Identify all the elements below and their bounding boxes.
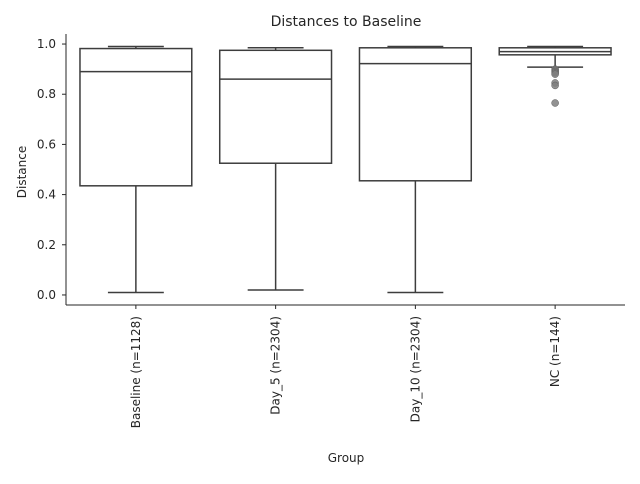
box-group: [79, 45, 612, 294]
outlier-point: [551, 81, 559, 90]
box-3: [498, 45, 612, 107]
box-1: [218, 47, 333, 291]
x-tick-label: Day_10 (n=2304): [408, 316, 422, 422]
box-iqr: [218, 49, 333, 164]
x-axis-label: Group: [328, 451, 365, 465]
y-tick-group: 0.0 0.2 0.4 0.6 0.8 1.0: [37, 37, 66, 302]
y-tick-label: 0.0: [37, 288, 56, 302]
y-tick-label: 0.4: [37, 188, 56, 202]
chart-title: Distances to Baseline: [271, 14, 422, 30]
y-tick-label: 0.2: [37, 238, 56, 252]
box-iqr: [358, 47, 473, 182]
y-tick-label: 0.6: [37, 137, 56, 151]
y-tick-label: 0.8: [37, 87, 56, 101]
box-2: [358, 45, 473, 294]
x-tick-label: Day_5 (n=2304): [269, 316, 283, 415]
x-tick-group: Baseline (n=1128) Day_5 (n=2304) Day_10 (n…: [129, 305, 562, 428]
x-tick-label: NC (n=144): [548, 316, 562, 387]
outlier-point: [551, 70, 559, 78]
box-0: [79, 45, 193, 294]
box-iqr: [79, 47, 193, 187]
x-tick-label: Baseline (n=1128): [129, 316, 143, 428]
y-axis-label: Distance: [15, 146, 29, 198]
outlier-point: [551, 99, 559, 107]
y-tick-label: 1.0: [37, 37, 56, 51]
